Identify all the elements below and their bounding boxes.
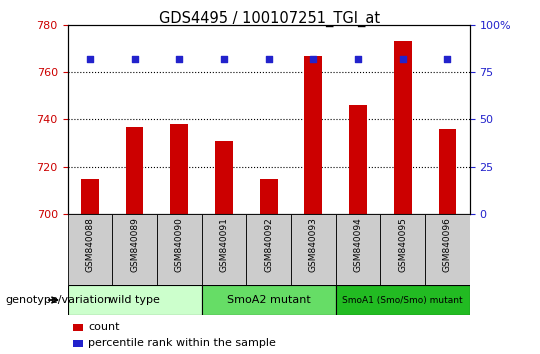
Bar [305, 56, 322, 214]
Bar [246, 214, 291, 285]
Bar [349, 105, 367, 214]
Bar [394, 41, 411, 214]
Text: GSM840092: GSM840092 [264, 217, 273, 272]
Text: GSM840094: GSM840094 [354, 217, 362, 272]
Bar [260, 179, 278, 214]
Bar [336, 285, 470, 315]
Text: GSM840093: GSM840093 [309, 217, 318, 272]
Bar [380, 214, 425, 285]
Text: SmoA2 mutant: SmoA2 mutant [227, 295, 310, 305]
Bar [336, 214, 380, 285]
Text: GSM840088: GSM840088 [85, 217, 94, 272]
Bar [157, 214, 201, 285]
Text: GSM840095: GSM840095 [399, 217, 407, 272]
Text: GSM840091: GSM840091 [219, 217, 228, 272]
Bar [73, 324, 83, 331]
Bar [126, 127, 144, 214]
Text: percentile rank within the sample: percentile rank within the sample [88, 338, 276, 348]
Bar [170, 124, 188, 214]
Point [399, 56, 407, 62]
Point [130, 56, 139, 62]
Point [220, 56, 228, 62]
Point [354, 56, 362, 62]
Point [175, 56, 184, 62]
Bar [215, 141, 233, 214]
Bar [201, 214, 246, 285]
Text: GDS4495 / 100107251_TGI_at: GDS4495 / 100107251_TGI_at [159, 11, 381, 27]
Point [265, 56, 273, 62]
Bar [438, 129, 456, 214]
Bar [73, 340, 83, 347]
Text: genotype/variation: genotype/variation [5, 295, 111, 305]
Bar [112, 214, 157, 285]
Bar [201, 285, 336, 315]
Text: GSM840089: GSM840089 [130, 217, 139, 272]
Bar [68, 214, 112, 285]
Point [309, 56, 318, 62]
Text: SmoA1 (Smo/Smo) mutant: SmoA1 (Smo/Smo) mutant [342, 296, 463, 304]
Text: GSM840096: GSM840096 [443, 217, 452, 272]
Text: GSM840090: GSM840090 [175, 217, 184, 272]
Point [85, 56, 94, 62]
Point [443, 56, 452, 62]
Bar [81, 179, 99, 214]
Text: wild type: wild type [109, 295, 160, 305]
Bar [68, 285, 201, 315]
Text: count: count [88, 322, 119, 332]
Bar [291, 214, 336, 285]
Bar [425, 214, 470, 285]
